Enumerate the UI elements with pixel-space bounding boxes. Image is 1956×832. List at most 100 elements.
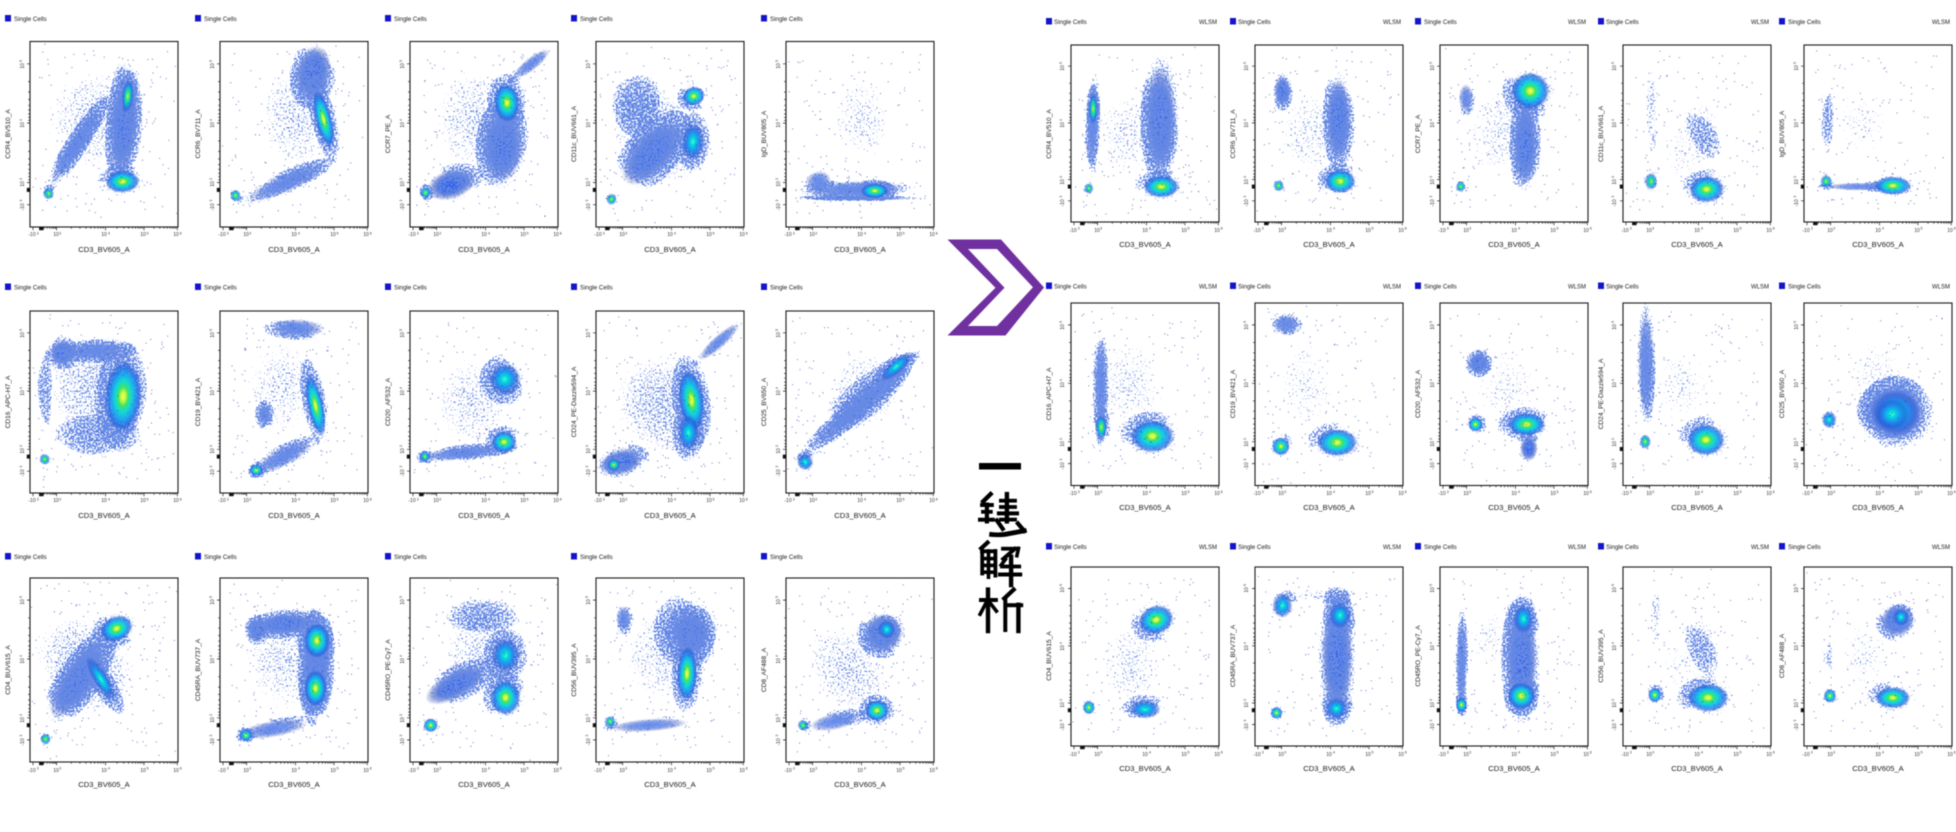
svg-text:10: 10	[739, 232, 745, 238]
svg-text:3: 3	[603, 497, 605, 501]
svg-text:3: 3	[1059, 699, 1063, 701]
svg-text:10: 10	[1612, 441, 1618, 447]
svg-text:Single Cells: Single Cells	[1606, 544, 1639, 551]
svg-text:10: 10	[101, 768, 107, 774]
svg-text:-10: -10	[1802, 491, 1809, 497]
svg-text:10: 10	[1060, 587, 1066, 593]
svg-text:4: 4	[488, 497, 490, 501]
svg-text:10: 10	[1733, 228, 1739, 234]
svg-text:10: 10	[857, 768, 863, 774]
svg-text:10: 10	[363, 232, 369, 238]
svg-text:10: 10	[1326, 228, 1332, 234]
svg-text:Single Cells: Single Cells	[1054, 284, 1087, 291]
svg-text:3: 3	[585, 200, 589, 202]
svg-text:10: 10	[776, 717, 782, 723]
svg-text:CD3_BV605_A: CD3_BV605_A	[834, 245, 886, 254]
svg-text:5: 5	[1921, 490, 1923, 494]
svg-text:10: 10	[20, 63, 26, 69]
svg-text:WLSM: WLSM	[1568, 545, 1586, 551]
svg-text:5: 5	[527, 497, 529, 501]
svg-text:3: 3	[19, 200, 23, 202]
svg-text:-10: -10	[776, 738, 782, 745]
svg-text:5: 5	[1740, 226, 1742, 230]
svg-text:10: 10	[619, 498, 625, 504]
svg-text:10: 10	[210, 332, 216, 338]
svg-text:10: 10	[1733, 491, 1739, 497]
svg-text:3: 3	[775, 714, 779, 716]
svg-text:10: 10	[210, 717, 216, 723]
svg-text:3: 3	[1284, 490, 1286, 494]
svg-text:10: 10	[1612, 324, 1618, 330]
svg-text:4: 4	[775, 119, 779, 121]
svg-text:CCR6_BV711_A: CCR6_BV711_A	[1230, 109, 1237, 159]
svg-text:3: 3	[793, 497, 795, 501]
svg-text:10: 10	[291, 232, 297, 238]
svg-text:3: 3	[793, 231, 795, 235]
svg-text:3: 3	[439, 766, 441, 770]
svg-text:10: 10	[1094, 752, 1100, 758]
svg-text:10: 10	[173, 768, 179, 774]
svg-text:10: 10	[1794, 122, 1800, 128]
svg-text:6: 6	[560, 766, 562, 770]
svg-text:10: 10	[1244, 441, 1250, 447]
svg-text:4: 4	[864, 231, 866, 235]
svg-text:10: 10	[619, 768, 625, 774]
svg-text:4: 4	[1793, 379, 1797, 381]
svg-text:CD3_BV605_A: CD3_BV605_A	[1303, 240, 1355, 249]
svg-text:3: 3	[1652, 226, 1654, 230]
svg-text:10: 10	[20, 658, 26, 664]
svg-text:CD45RA_BUV737_A: CD45RA_BUV737_A	[1230, 624, 1237, 687]
svg-text:10: 10	[1430, 645, 1436, 651]
svg-text:10: 10	[776, 63, 782, 69]
svg-text:3: 3	[249, 766, 251, 770]
svg-text:10: 10	[776, 599, 782, 605]
svg-text:10: 10	[1947, 228, 1953, 234]
svg-text:4: 4	[1611, 119, 1615, 121]
svg-text:Single Cells: Single Cells	[1606, 284, 1639, 291]
svg-text:10: 10	[140, 768, 146, 774]
svg-text:3: 3	[585, 714, 589, 716]
svg-text:CD24_PE-Dazzle594_A: CD24_PE-Dazzle594_A	[571, 366, 578, 437]
svg-text:4: 4	[1793, 119, 1797, 121]
svg-text:10: 10	[330, 232, 336, 238]
svg-text:10: 10	[1463, 491, 1469, 497]
svg-text:-10: -10	[1794, 723, 1800, 730]
svg-text:4: 4	[1243, 379, 1247, 381]
svg-text:10: 10	[1142, 228, 1148, 234]
svg-text:4: 4	[298, 766, 300, 770]
svg-text:10: 10	[210, 122, 216, 128]
svg-text:10: 10	[1794, 65, 1800, 71]
svg-text:10: 10	[1583, 752, 1589, 758]
svg-text:10: 10	[1463, 752, 1469, 758]
svg-text:10: 10	[586, 599, 592, 605]
svg-text:10: 10	[1060, 179, 1066, 185]
svg-text:10: 10	[553, 768, 559, 774]
svg-text:4: 4	[864, 766, 866, 770]
svg-text:10: 10	[1766, 491, 1772, 497]
svg-text:3: 3	[1059, 438, 1063, 440]
svg-text:10: 10	[1244, 324, 1250, 330]
svg-text:10: 10	[330, 768, 336, 774]
svg-text:4: 4	[1518, 226, 1520, 230]
svg-text:10: 10	[1947, 752, 1953, 758]
svg-text:10: 10	[20, 390, 26, 396]
svg-text:3: 3	[249, 497, 251, 501]
svg-text:CD4_BUV615_A: CD4_BUV615_A	[5, 645, 12, 695]
svg-text:10: 10	[1612, 702, 1618, 708]
svg-text:10: 10	[1947, 491, 1953, 497]
svg-text:3: 3	[1059, 459, 1063, 461]
svg-text:4: 4	[775, 655, 779, 657]
svg-text:10: 10	[1398, 228, 1404, 234]
svg-text:10: 10	[809, 232, 815, 238]
svg-text:10: 10	[1794, 645, 1800, 651]
svg-text:CD20_AF532_A: CD20_AF532_A	[385, 377, 392, 426]
svg-text:5: 5	[1243, 62, 1247, 64]
svg-text:10: 10	[210, 658, 216, 664]
svg-text:CD11c_BUV661_A: CD11c_BUV661_A	[1598, 105, 1605, 162]
svg-text:4: 4	[674, 231, 676, 235]
svg-text:5: 5	[1372, 750, 1374, 754]
svg-text:10: 10	[1060, 645, 1066, 651]
svg-text:3: 3	[1100, 226, 1102, 230]
svg-text:10: 10	[1278, 228, 1284, 234]
svg-text:5: 5	[1557, 226, 1559, 230]
